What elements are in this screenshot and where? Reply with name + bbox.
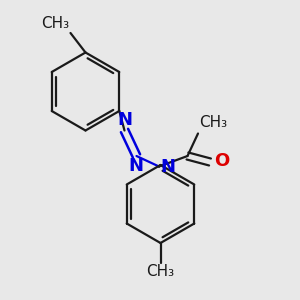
Text: CH₃: CH₃ — [41, 16, 69, 31]
Text: CH₃: CH₃ — [146, 264, 175, 279]
Text: O: O — [214, 152, 229, 170]
Text: N: N — [128, 157, 143, 175]
Text: N: N — [117, 111, 132, 129]
Text: CH₃: CH₃ — [200, 116, 228, 130]
Text: N: N — [160, 158, 175, 175]
